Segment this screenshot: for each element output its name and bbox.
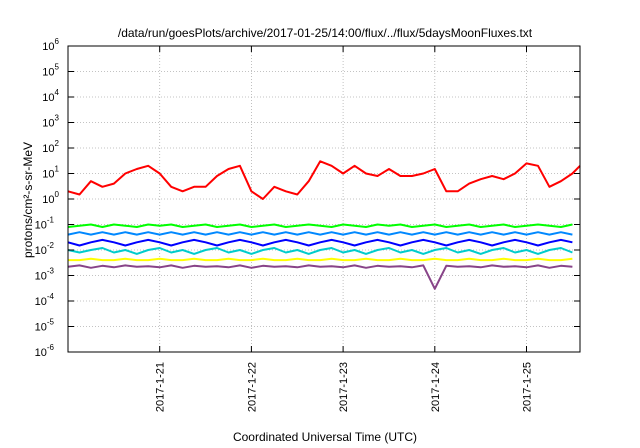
y-tick-label: 106 [42, 37, 59, 53]
series-line-2 [67, 223, 573, 228]
series-line-4 [67, 238, 573, 247]
y-tick-label: 103 [42, 114, 59, 130]
x-tick-label: 2017-1-22 [246, 362, 258, 412]
y-tick-label: 10-1 [35, 216, 55, 232]
y-tick-label: 104 [42, 88, 59, 104]
y-tick-label: 10-4 [35, 292, 55, 308]
x-tick-label: 2017-1-24 [430, 362, 442, 412]
series-line-1 [67, 160, 581, 200]
y-tick-label: 10-5 [35, 318, 55, 334]
x-axis-label: Coordinated Universal Time (UTC) [233, 430, 417, 444]
series-line-7 [67, 264, 573, 290]
x-tick-label: 2017-1-25 [522, 362, 534, 412]
y-tick-label: 10-3 [35, 267, 55, 283]
y-tick-label: 101 [42, 165, 59, 181]
y-tick-label: 102 [42, 139, 59, 155]
y-tick-label: 100 [42, 190, 59, 206]
data-series [67, 160, 581, 290]
series-line-6 [68, 257, 573, 262]
y-tick-label: 105 [42, 63, 59, 79]
chart-title: /data/run/goesPlots/archive/2017-01-25/1… [118, 26, 533, 40]
series-line-5 [67, 247, 573, 255]
axis-ticks: 10-6 10-5 10-4 10-3 10-2 10-1 100 101 102 103 104 1… [35, 37, 580, 412]
series-line-3 [67, 231, 573, 236]
y-axis-label: protons/cm²-s-sr-MeV [21, 142, 35, 258]
x-tick-label: 2017-1-23 [338, 362, 350, 412]
y-tick-label: 10-2 [35, 241, 55, 257]
x-tick-label: 2017-1-21 [155, 362, 167, 412]
y-tick-label: 10-6 [35, 343, 55, 359]
